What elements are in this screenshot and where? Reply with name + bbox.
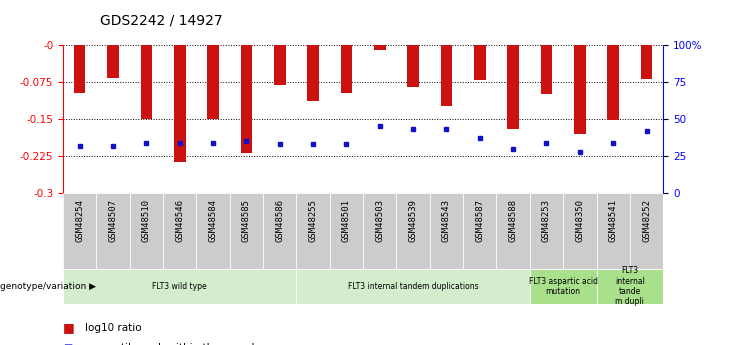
- Bar: [408, 45, 419, 87]
- Bar: [541, 45, 552, 94]
- Bar: [207, 45, 219, 119]
- Bar: [274, 45, 285, 86]
- Bar: [63, 269, 296, 304]
- Text: GSM48541: GSM48541: [608, 199, 618, 242]
- Text: GSM48588: GSM48588: [508, 199, 518, 242]
- Text: GDS2242 / 14927: GDS2242 / 14927: [100, 13, 222, 28]
- Bar: [430, 193, 463, 269]
- Text: GSM48501: GSM48501: [342, 199, 351, 242]
- Text: GSM48255: GSM48255: [308, 199, 318, 242]
- Text: GSM48546: GSM48546: [175, 199, 185, 242]
- Bar: [63, 193, 96, 269]
- Text: GSM48584: GSM48584: [208, 199, 218, 242]
- Bar: [597, 193, 630, 269]
- Text: FLT3 wild type: FLT3 wild type: [153, 282, 207, 291]
- Bar: [163, 193, 196, 269]
- Text: GSM48350: GSM48350: [575, 199, 585, 242]
- Bar: [597, 269, 663, 304]
- Bar: [441, 45, 452, 106]
- Text: GSM48510: GSM48510: [142, 199, 151, 242]
- Bar: [474, 45, 485, 80]
- Text: GSM48252: GSM48252: [642, 199, 651, 242]
- Bar: [530, 193, 563, 269]
- Bar: [196, 193, 230, 269]
- Bar: [374, 45, 385, 50]
- Bar: [641, 45, 652, 79]
- Text: percentile rank within the sample: percentile rank within the sample: [85, 344, 261, 345]
- Text: ■: ■: [63, 321, 75, 334]
- Bar: [608, 45, 619, 120]
- Bar: [174, 45, 185, 162]
- Bar: [263, 193, 296, 269]
- Text: log10 ratio: log10 ratio: [85, 323, 142, 333]
- Bar: [141, 45, 152, 119]
- Bar: [74, 45, 85, 93]
- Text: ■: ■: [63, 344, 72, 345]
- Text: GSM48587: GSM48587: [475, 199, 485, 242]
- Bar: [574, 45, 585, 134]
- Bar: [107, 45, 119, 78]
- Text: GSM48503: GSM48503: [375, 199, 385, 242]
- Bar: [330, 193, 363, 269]
- Bar: [508, 45, 519, 129]
- Text: GSM48586: GSM48586: [275, 199, 285, 242]
- Text: GSM48585: GSM48585: [242, 199, 251, 242]
- Bar: [96, 193, 130, 269]
- Bar: [630, 193, 663, 269]
- Text: genotype/variation ▶: genotype/variation ▶: [0, 282, 96, 291]
- Text: FLT3 internal tandem duplications: FLT3 internal tandem duplications: [348, 282, 479, 291]
- Bar: [463, 193, 496, 269]
- Bar: [296, 269, 530, 304]
- Text: FLT3 aspartic acid
mutation: FLT3 aspartic acid mutation: [528, 277, 598, 296]
- Bar: [241, 45, 252, 152]
- Bar: [130, 193, 163, 269]
- Text: GSM48254: GSM48254: [75, 199, 84, 242]
- Bar: [296, 193, 330, 269]
- Text: GSM48507: GSM48507: [108, 199, 118, 242]
- Bar: [563, 193, 597, 269]
- Bar: [341, 45, 352, 93]
- Bar: [363, 193, 396, 269]
- Bar: [496, 193, 530, 269]
- Bar: [530, 269, 597, 304]
- Text: FLT3
internal
tande
m dupli: FLT3 internal tande m dupli: [615, 266, 645, 306]
- Text: GSM48543: GSM48543: [442, 199, 451, 242]
- Text: GSM48253: GSM48253: [542, 199, 551, 242]
- Text: GSM48539: GSM48539: [408, 199, 418, 242]
- Bar: [308, 45, 319, 101]
- Bar: [396, 193, 430, 269]
- Bar: [230, 193, 263, 269]
